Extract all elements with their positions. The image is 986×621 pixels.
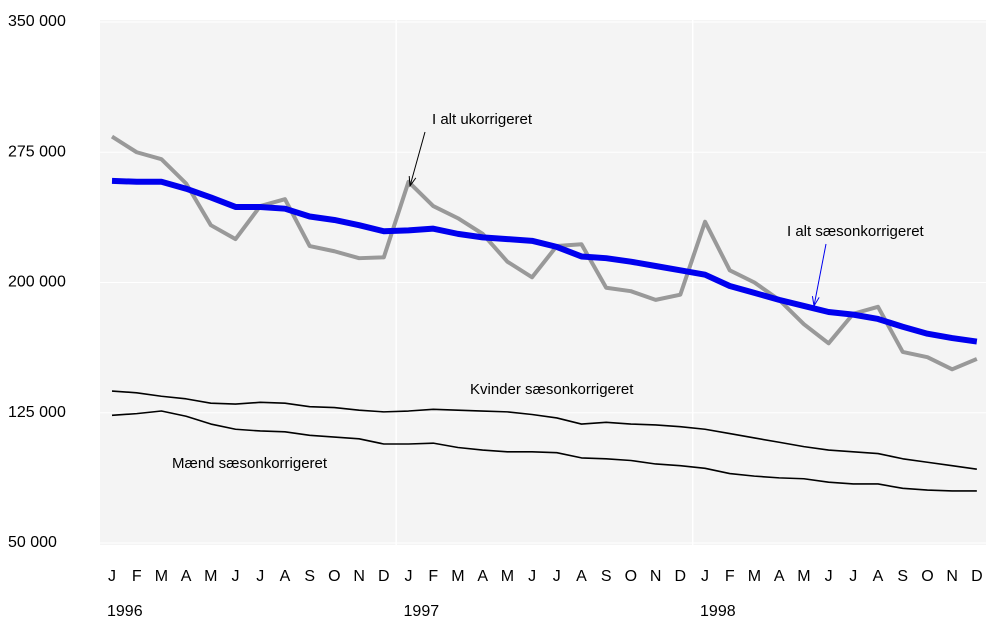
x-tick-label: J xyxy=(553,568,561,585)
x-tick-label: D xyxy=(675,568,687,585)
series-label: I alt sæsonkorrigeret xyxy=(787,223,925,240)
x-tick-label: A xyxy=(280,568,291,585)
arrow-head xyxy=(408,175,417,188)
x-tick-label: M xyxy=(501,568,514,585)
x-tick-label: M xyxy=(204,568,217,585)
arrow-head xyxy=(811,296,820,308)
series-label: Mænd sæsonkorrigeret xyxy=(172,455,328,472)
x-tick-label: J xyxy=(825,568,833,585)
x-tick-label: O xyxy=(625,568,637,585)
x-tick-label: A xyxy=(477,568,488,585)
x-tick-label: D xyxy=(971,568,983,585)
y-tick-label: 275 000 xyxy=(8,143,66,160)
series-line xyxy=(111,177,978,345)
x-tick-label: N xyxy=(353,568,365,585)
x-tick-label: O xyxy=(921,568,933,585)
annotation-arrow xyxy=(813,243,827,307)
x-tick-label: F xyxy=(725,568,735,585)
y-tick-label: 350 000 xyxy=(8,13,66,30)
x-tick-label: J xyxy=(232,568,240,585)
x-tick-label: J xyxy=(405,568,413,585)
series-line xyxy=(110,134,978,372)
year-label: 1996 xyxy=(107,603,143,620)
x-tick-label: J xyxy=(701,568,709,585)
x-tick-label: N xyxy=(946,568,958,585)
x-tick-label: A xyxy=(774,568,785,585)
x-tick-label: F xyxy=(132,568,142,585)
x-tick-label: D xyxy=(378,568,390,585)
x-tick-label: M xyxy=(748,568,761,585)
x-tick-label: A xyxy=(873,568,884,585)
x-tick-label: S xyxy=(601,568,612,585)
y-tick-label: 200 000 xyxy=(8,274,66,291)
x-tick-label: A xyxy=(181,568,192,585)
x-tick-label: M xyxy=(155,568,168,585)
x-tick-label: F xyxy=(428,568,438,585)
x-tick-label: A xyxy=(576,568,587,585)
x-tick-label: M xyxy=(797,568,810,585)
series-label: I alt ukorrigeret xyxy=(432,111,533,128)
series-line xyxy=(111,390,977,470)
x-tick-label: J xyxy=(849,568,857,585)
y-tick-label: 50 000 xyxy=(8,534,57,551)
series-line xyxy=(111,410,977,492)
y-tick-label: 125 000 xyxy=(8,404,66,421)
x-tick-label: J xyxy=(256,568,264,585)
year-label: 1998 xyxy=(700,603,736,620)
x-tick-label: J xyxy=(108,568,116,585)
x-tick-label: S xyxy=(304,568,315,585)
x-tick-label: S xyxy=(897,568,908,585)
x-tick-label: O xyxy=(328,568,340,585)
series-label: Kvinder sæsonkorrigeret xyxy=(470,381,634,398)
x-tick-label: J xyxy=(528,568,536,585)
x-tick-label: M xyxy=(451,568,464,585)
year-label: 1997 xyxy=(404,603,440,620)
annotation-arrow xyxy=(409,131,426,187)
x-tick-label: N xyxy=(650,568,662,585)
